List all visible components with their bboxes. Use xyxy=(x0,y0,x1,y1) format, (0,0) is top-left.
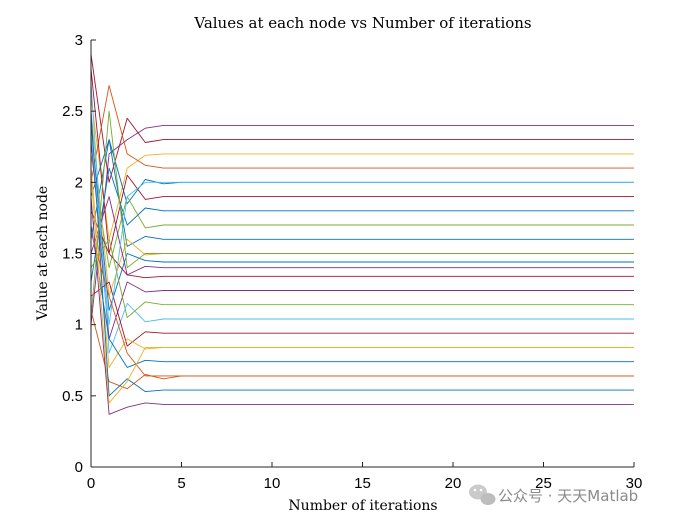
x-tick-label: 0 xyxy=(87,475,95,492)
y-tick-label: 0 xyxy=(75,459,83,476)
x-axis-label: Number of iterations xyxy=(288,498,437,514)
x-tick-label: 10 xyxy=(264,475,281,492)
y-tick-label: 1 xyxy=(75,317,83,334)
x-tick-label: 30 xyxy=(626,475,643,492)
wechat-icon xyxy=(469,484,496,505)
y-ticks: 0 0.5 1 1.5 2 2.5 3 xyxy=(62,32,96,476)
watermark: 公众号 · 天天Matlab xyxy=(469,484,638,505)
chart-title: Values at each node vs Number of iterati… xyxy=(193,14,531,32)
series-line-15 xyxy=(90,238,634,318)
x-ticks: 0 5 10 15 20 25 30 xyxy=(87,462,643,492)
series-line-24 xyxy=(90,132,634,326)
series-line-16 xyxy=(90,82,634,354)
series-line-7 xyxy=(90,167,634,283)
series-group xyxy=(90,54,634,415)
x-tick-label: 15 xyxy=(354,475,371,492)
series-line-22 xyxy=(90,196,634,415)
x-tick-label: 25 xyxy=(535,475,552,492)
y-axis-label: Value at each node xyxy=(35,186,51,321)
series-line-3 xyxy=(90,96,634,240)
series-line-23 xyxy=(90,110,634,318)
series-line-12 xyxy=(90,125,634,311)
series-line-4 xyxy=(90,85,634,183)
series-line-2 xyxy=(90,54,634,183)
series-line-6 xyxy=(90,68,634,254)
x-tick-label: 5 xyxy=(177,475,185,492)
x-tick-label: 20 xyxy=(445,475,462,492)
series-line-11 xyxy=(90,196,634,276)
series-line-26 xyxy=(90,175,634,404)
y-tick-label: 1.5 xyxy=(62,246,83,263)
series-line-25 xyxy=(90,232,634,377)
series-line-13 xyxy=(90,210,634,279)
y-tick-label: 2 xyxy=(75,174,83,191)
series-line-1 xyxy=(90,124,634,325)
watermark-text: 公众号 · 天天Matlab xyxy=(498,487,638,505)
y-tick-label: 0.5 xyxy=(62,388,83,405)
y-tick-label: 3 xyxy=(75,32,83,49)
series-line-21 xyxy=(90,111,634,397)
y-tick-label: 2.5 xyxy=(62,103,83,120)
series-line-8 xyxy=(90,153,634,269)
